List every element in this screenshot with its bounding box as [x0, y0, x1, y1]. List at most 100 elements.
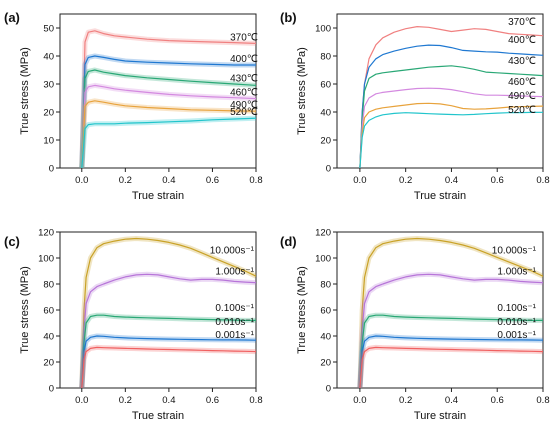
x-axis-label: True strain — [132, 410, 184, 421]
y-axis-label: True stress (MPa) — [296, 266, 308, 354]
x-tick-label: 0.4 — [445, 175, 458, 186]
x-tick-label: 0.2 — [119, 175, 132, 186]
series-label: 490℃ — [230, 100, 258, 111]
series-label: 520℃ — [230, 107, 258, 118]
series-line — [81, 273, 256, 388]
panel-label: (d) — [280, 234, 297, 249]
series-label: 0.010s⁻¹ — [497, 317, 536, 328]
y-tick-label: 40 — [320, 332, 331, 343]
series-label: 0.100s⁻¹ — [215, 303, 254, 314]
series-label: 460℃ — [508, 77, 536, 88]
y-tick-label: 40 — [320, 108, 331, 119]
x-tick-label: 0.2 — [119, 395, 132, 406]
series-line — [81, 84, 256, 168]
series-label: 370℃ — [508, 17, 536, 28]
y-tick-label: 80 — [320, 280, 331, 291]
chart-panel-d: 0.0 0.2 0.4 0.6 0.8 0 20 40 60 80 100 120 Ture strai… — [280, 228, 550, 423]
series-label: 0.001s⁻¹ — [497, 330, 536, 341]
series-line — [81, 30, 256, 168]
series-line — [81, 55, 256, 168]
y-tick-label: 10 — [43, 136, 54, 147]
series-line — [359, 87, 543, 168]
x-tick-label: 0.2 — [399, 175, 412, 186]
x-tick-label: 0.6 — [206, 175, 219, 186]
x-tick-label: 0.8 — [536, 395, 549, 406]
series-line — [81, 346, 256, 388]
series-line — [359, 102, 543, 168]
y-tick-label: 80 — [43, 280, 54, 291]
panel-label: (a) — [4, 10, 20, 25]
series-band — [79, 344, 256, 388]
x-tick-label: 0.6 — [491, 175, 504, 186]
series-label: 400℃ — [230, 54, 258, 65]
series-label: 430℃ — [508, 56, 536, 67]
series-label: 10.000s⁻¹ — [210, 246, 255, 257]
series-band — [79, 115, 256, 168]
y-tick-label: 0 — [326, 164, 331, 175]
y-tick-label: 60 — [320, 80, 331, 91]
series-line — [81, 237, 256, 388]
y-tick-label: 100 — [315, 254, 331, 265]
y-tick-label: 30 — [43, 80, 54, 91]
y-axis-label: True stress (MPa) — [19, 47, 31, 135]
series-label: 1.000s⁻¹ — [497, 267, 536, 278]
chart-panel-a: 0.0 0.2 0.4 0.6 0.8 0 10 20 30 40 50 True strain Tru… — [4, 10, 263, 202]
series-label: 430℃ — [230, 74, 258, 85]
series-label: 400℃ — [508, 35, 536, 46]
panel-label: (c) — [4, 234, 20, 249]
series-line — [81, 314, 256, 388]
x-tick-label: 0.0 — [75, 175, 88, 186]
x-tick-label: 0.2 — [399, 395, 412, 406]
x-tick-label: 0.0 — [353, 175, 366, 186]
series-line — [359, 335, 543, 388]
series-label: 0.100s⁻¹ — [497, 303, 536, 314]
series-label: 1.000s⁻¹ — [215, 267, 254, 278]
y-tick-label: 120 — [315, 228, 331, 239]
series-label: 370℃ — [230, 32, 258, 43]
series-line — [359, 26, 543, 168]
y-tick-label: 60 — [43, 306, 54, 317]
series-line — [81, 335, 256, 388]
y-tick-label: 20 — [320, 358, 331, 369]
y-tick-label: 120 — [38, 228, 54, 239]
series-band — [357, 344, 543, 388]
x-tick-label: 0.4 — [162, 175, 175, 186]
x-tick-label: 0.6 — [206, 395, 219, 406]
y-tick-label: 40 — [43, 52, 54, 63]
y-tick-label: 100 — [315, 24, 331, 35]
x-tick-label: 0.0 — [75, 395, 88, 406]
y-axis-label: True stress (MPa) — [19, 266, 31, 354]
x-tick-label: 0.4 — [445, 395, 458, 406]
x-axis-label: True strain — [414, 190, 466, 202]
plot-frame — [336, 13, 544, 169]
y-tick-label: 40 — [43, 332, 54, 343]
y-tick-label: 0 — [49, 164, 54, 175]
x-tick-label: 0.8 — [249, 175, 262, 186]
series-label: 0.010s⁻¹ — [215, 317, 254, 328]
series-label: 520℃ — [508, 105, 536, 116]
panel-label: (b) — [280, 10, 297, 25]
y-tick-label: 20 — [43, 358, 54, 369]
series-label: 0.001s⁻¹ — [215, 330, 254, 341]
y-tick-label: 60 — [320, 306, 331, 317]
x-tick-label: 0.0 — [353, 395, 366, 406]
y-axis-label: True stress (MPa) — [296, 47, 308, 135]
series-line — [81, 117, 256, 168]
series-line — [81, 69, 256, 168]
series-line — [359, 111, 543, 168]
series-line — [359, 273, 543, 388]
series-line — [359, 237, 543, 388]
series-line — [81, 100, 256, 168]
y-tick-label: 20 — [320, 136, 331, 147]
series-label: 10.000s⁻¹ — [492, 246, 537, 257]
y-tick-label: 80 — [320, 52, 331, 63]
plot-frame — [59, 13, 257, 169]
y-tick-label: 50 — [43, 24, 54, 35]
chart-panel-c: 0.0 0.2 0.4 0.6 0.8 0 20 40 60 80 100 120 True strai… — [4, 228, 263, 423]
series-band — [79, 333, 256, 388]
x-tick-label: 0.8 — [536, 175, 549, 186]
series-label: 490℃ — [508, 91, 536, 102]
x-tick-label: 0.4 — [162, 395, 175, 406]
